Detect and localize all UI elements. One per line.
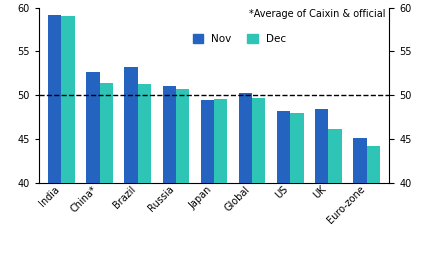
Bar	[201, 100, 214, 254]
Bar	[290, 113, 303, 254]
Bar	[277, 111, 290, 254]
Bar	[239, 93, 252, 254]
Bar	[48, 15, 61, 254]
Bar	[100, 83, 113, 254]
Bar	[163, 86, 176, 254]
Bar	[353, 138, 367, 254]
Bar	[86, 72, 100, 254]
Bar	[315, 109, 328, 254]
Bar	[138, 84, 151, 254]
Text: *Average of Caixin & official: *Average of Caixin & official	[250, 9, 386, 19]
Bar	[214, 99, 227, 254]
Bar	[367, 146, 380, 254]
Bar	[125, 67, 138, 254]
Bar	[176, 89, 189, 254]
Bar	[61, 17, 75, 254]
Legend: Nov, Dec: Nov, Dec	[193, 34, 286, 44]
Bar	[252, 98, 265, 254]
Bar	[328, 129, 342, 254]
